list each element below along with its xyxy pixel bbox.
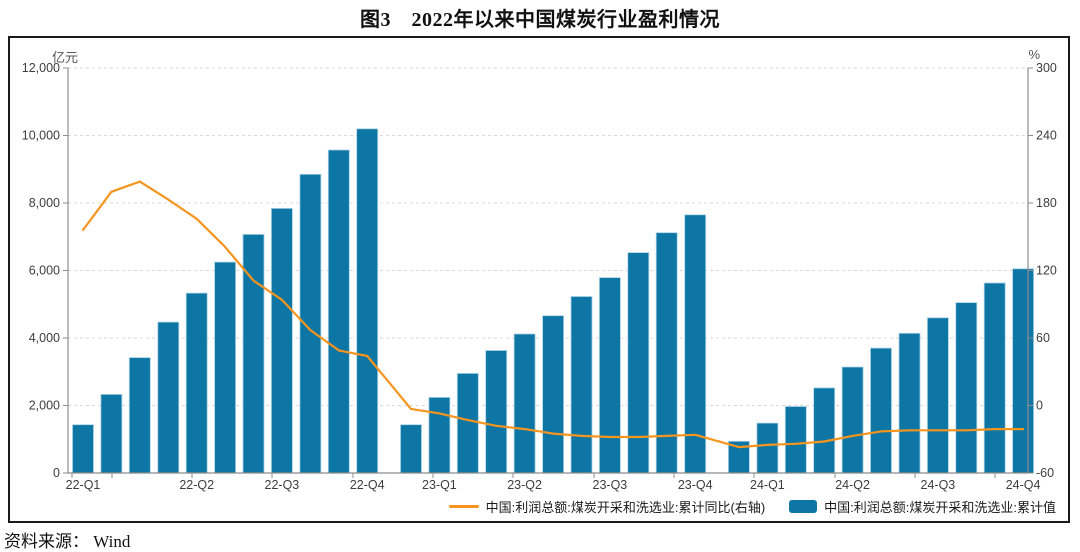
bar: [599, 277, 621, 474]
chart-legend: 中国:利润总额:煤炭开采和洗选业:累计同比(右轴) 中国:利润总额:煤炭开采和洗…: [448, 497, 1056, 516]
bar: [955, 302, 978, 474]
x-axis-label: 22-Q2: [179, 478, 214, 492]
left-axis-label: 4,000: [29, 331, 60, 345]
x-axis-label: 23-Q2: [507, 478, 542, 492]
left-axis-label: 0: [53, 466, 60, 480]
bar: [157, 321, 180, 474]
bar: [513, 333, 536, 474]
bar: [400, 424, 422, 474]
right-axis-label: 0: [1036, 399, 1043, 413]
x-axis-label: 22-Q3: [265, 478, 300, 492]
bar: [214, 261, 237, 474]
legend-line-label: 中国:利润总额:煤炭开采和洗选业:累计同比(右轴): [485, 500, 766, 515]
bar: [983, 282, 1006, 474]
bar: [456, 372, 479, 474]
bar: [927, 317, 949, 474]
bar: [813, 387, 836, 474]
legend-item-line: 中国:利润总额:煤炭开采和洗选业:累计同比(右轴): [448, 497, 766, 516]
bar: [784, 406, 807, 474]
x-axis-label: 24-Q2: [835, 478, 870, 492]
x-axis-label: 24-Q4: [1006, 478, 1041, 492]
right-axis-label: 60: [1036, 331, 1050, 345]
bar: [128, 357, 151, 474]
bar: [428, 396, 451, 474]
legend-bar-label: 中国:利润总额:煤炭开采和洗选业:累计值: [824, 500, 1056, 515]
bar: [1012, 268, 1034, 474]
bar-series-swatch: [789, 500, 818, 513]
x-axis-label: 22-Q4: [350, 478, 385, 492]
bar: [356, 128, 379, 474]
bar: [841, 366, 864, 474]
trend-line: [81, 180, 1025, 449]
bar: [870, 347, 892, 474]
bar: [270, 207, 293, 474]
bar: [898, 332, 921, 474]
page-title: 图3 2022年以来中国煤炭行业盈利情况: [360, 9, 720, 31]
left-axis-label: 10,000: [22, 129, 60, 143]
left-axis-label: 6,000: [29, 264, 60, 278]
x-axis-label: 24-Q3: [921, 478, 956, 492]
profit-chart: 12,000 10,000 8,000 6,000 4,000 2,000 0 300 240 1…: [22, 61, 1057, 492]
line-series-swatch: [448, 505, 479, 508]
x-axis-label: 24-Q1: [750, 478, 785, 492]
bar: [485, 350, 508, 474]
left-axis-label: 2,000: [29, 399, 60, 413]
x-axis-label: 23-Q1: [422, 478, 457, 492]
bar: [542, 315, 564, 474]
bar: [72, 424, 94, 474]
legend-item-bar: 中国:利润总额:煤炭开采和洗选业:累计值: [789, 497, 1056, 516]
right-axis-label: 120: [1036, 264, 1057, 278]
x-axis-label: 22-Q1: [66, 478, 101, 492]
right-axis-label: 180: [1036, 196, 1057, 210]
right-axis-unit: %: [1028, 47, 1040, 62]
right-axis-label: -60: [1036, 466, 1054, 480]
left-axis-unit: 亿元: [52, 50, 79, 65]
bar: [185, 292, 208, 474]
chart-frame: 亿元 % 12,000 10,000 8,000 6,000 4,000 2,000 0 30…: [8, 36, 1070, 523]
x-axis-label: 23-Q3: [593, 478, 628, 492]
left-axis-label: 12,000: [22, 61, 60, 75]
x-axis-label: 23-Q4: [678, 478, 713, 492]
bar: [756, 422, 779, 474]
bar: [327, 149, 350, 474]
bar: [570, 296, 593, 474]
bar: [100, 393, 123, 474]
source-note: 资料来源： Wind: [4, 532, 131, 551]
right-axis-label: 300: [1036, 61, 1057, 75]
bar: [627, 252, 650, 474]
left-axis-label: 8,000: [29, 196, 60, 210]
right-axis-label: 240: [1036, 129, 1057, 143]
